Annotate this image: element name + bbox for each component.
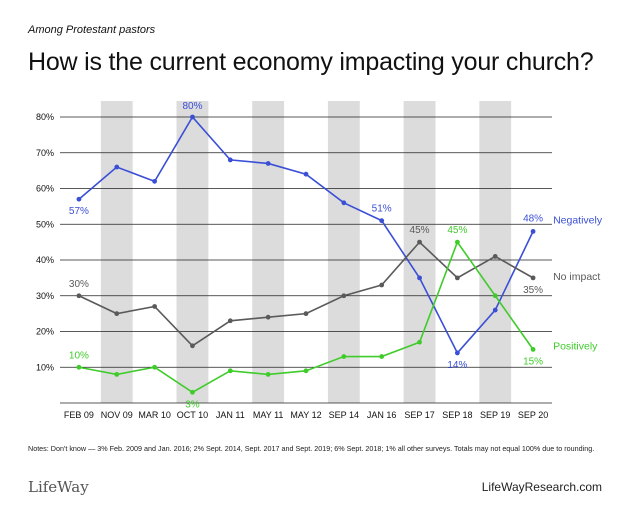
data-point bbox=[190, 389, 195, 395]
data-label: 45% bbox=[410, 225, 430, 236]
series-name-label: Positively bbox=[553, 340, 598, 352]
data-point bbox=[76, 364, 82, 370]
shaded-column bbox=[479, 101, 512, 403]
data-point bbox=[76, 293, 82, 299]
data-point bbox=[303, 171, 309, 177]
data-point bbox=[114, 311, 120, 317]
x-tick-label: OCT 10 bbox=[177, 410, 208, 420]
line-chart: 10% 20% 30% 40% 50% 60% 70% 80% FEB 09 NOV 09 MAR … bbox=[36, 101, 603, 420]
x-tick-label: SEP 20 bbox=[518, 410, 548, 420]
chart-subtitle: Among Protestant pastors bbox=[28, 24, 156, 36]
chart-notes: Notes: Don't know — 3% Feb. 2009 and Jan… bbox=[28, 444, 595, 453]
x-tick-label: MAY 12 bbox=[290, 410, 321, 420]
data-label: 57% bbox=[69, 206, 89, 217]
chart-title: How is the current economy impacting you… bbox=[28, 48, 594, 76]
data-label: 51% bbox=[372, 204, 392, 215]
data-point bbox=[152, 304, 158, 309]
data-label: 80% bbox=[182, 101, 202, 112]
data-point bbox=[454, 239, 460, 245]
data-point bbox=[152, 364, 158, 370]
series-positively: 10% 3% 45% 15% Positively bbox=[69, 225, 598, 410]
x-tick-label: SEP 14 bbox=[329, 410, 359, 420]
y-tick-label: 30% bbox=[36, 291, 54, 301]
data-point bbox=[190, 114, 195, 120]
data-point bbox=[303, 311, 309, 317]
x-tick-label: SEP 17 bbox=[404, 410, 434, 420]
data-point bbox=[492, 307, 498, 313]
x-tick-label: SEP 19 bbox=[480, 410, 510, 420]
data-point bbox=[303, 368, 309, 374]
data-point bbox=[265, 161, 271, 166]
data-label: 45% bbox=[447, 225, 467, 236]
data-label: 10% bbox=[69, 350, 89, 361]
data-point bbox=[417, 339, 422, 345]
data-point bbox=[76, 196, 82, 202]
data-point bbox=[341, 354, 347, 359]
x-tick-label: JAN 16 bbox=[367, 410, 397, 420]
y-tick-label: 40% bbox=[36, 255, 54, 265]
data-point bbox=[454, 350, 460, 356]
data-point bbox=[190, 343, 195, 349]
data-point bbox=[417, 275, 422, 281]
data-point bbox=[379, 218, 385, 224]
data-point bbox=[114, 164, 120, 170]
y-tick-label: 70% bbox=[36, 148, 54, 158]
series-name-label: Negatively bbox=[553, 214, 603, 226]
data-point bbox=[492, 293, 498, 299]
x-tick-label: NOV 09 bbox=[101, 410, 133, 420]
data-point bbox=[152, 178, 158, 184]
lifeway-logo: LifeWay bbox=[28, 478, 89, 496]
data-label: 3% bbox=[185, 399, 200, 410]
data-point bbox=[530, 229, 536, 234]
data-label: 48% bbox=[523, 213, 543, 224]
data-point bbox=[417, 239, 422, 245]
data-point bbox=[341, 200, 347, 206]
series-no-impact: 30% 45% 35% No impact bbox=[69, 225, 600, 349]
data-point bbox=[341, 293, 347, 299]
series-negatively: 57% 80% 51% 14% 48% Negatively bbox=[69, 101, 603, 371]
data-point bbox=[114, 372, 120, 377]
x-tick-label: MAR 10 bbox=[138, 410, 171, 420]
series-name-label: No impact bbox=[553, 271, 600, 283]
shaded-column bbox=[252, 101, 285, 403]
x-tick-label: JAN 11 bbox=[216, 410, 245, 420]
data-label: 15% bbox=[523, 356, 543, 367]
series-line bbox=[78, 240, 534, 347]
shaded-column bbox=[327, 101, 360, 403]
data-point bbox=[530, 275, 536, 281]
y-tick-label: 60% bbox=[36, 184, 54, 194]
data-point bbox=[379, 354, 385, 359]
shaded-column bbox=[176, 101, 209, 403]
x-tick-label: MAY 11 bbox=[253, 410, 284, 420]
x-tick-label: FEB 09 bbox=[64, 410, 94, 420]
data-label: 14% bbox=[447, 360, 467, 371]
data-point bbox=[454, 275, 460, 281]
data-point bbox=[265, 314, 271, 320]
data-point bbox=[227, 157, 233, 163]
y-tick-label: 80% bbox=[36, 112, 54, 122]
data-label: 35% bbox=[523, 285, 543, 296]
data-point bbox=[227, 318, 233, 324]
website-label: LifeWayResearch.com bbox=[481, 480, 602, 494]
data-point bbox=[379, 282, 385, 288]
data-label: 30% bbox=[69, 279, 89, 290]
data-point bbox=[492, 254, 498, 259]
y-tick-label: 20% bbox=[36, 327, 54, 337]
x-tick-label: SEP 18 bbox=[442, 410, 472, 420]
data-point bbox=[530, 346, 536, 352]
y-tick-label: 50% bbox=[36, 219, 54, 229]
shaded-column bbox=[100, 101, 133, 403]
data-point bbox=[227, 368, 233, 374]
data-point bbox=[265, 372, 271, 377]
y-tick-label: 10% bbox=[36, 362, 54, 372]
